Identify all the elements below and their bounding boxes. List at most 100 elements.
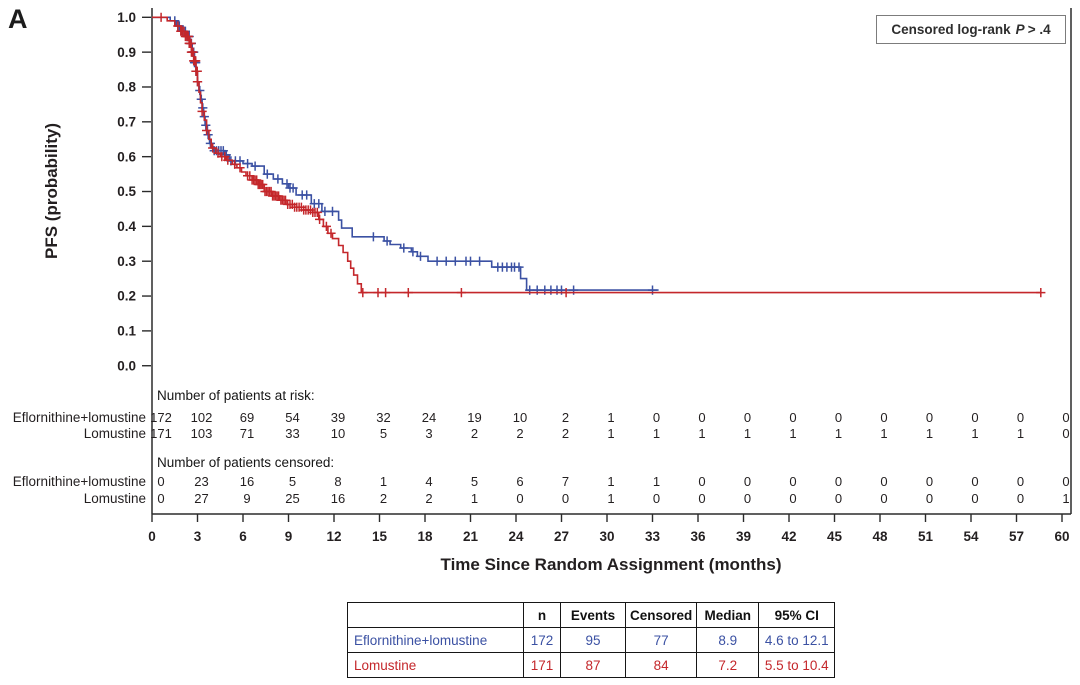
svg-text:1: 1 — [607, 426, 614, 441]
svg-text:172: 172 — [150, 410, 172, 425]
summary-cell: 5.5 to 10.4 — [758, 652, 836, 678]
svg-text:0: 0 — [148, 529, 156, 544]
svg-text:0.3: 0.3 — [117, 254, 136, 269]
svg-text:0: 0 — [789, 410, 796, 425]
svg-text:0.6: 0.6 — [117, 149, 136, 164]
svg-text:12: 12 — [326, 529, 341, 544]
censor-marks-lomustine — [156, 12, 1046, 298]
summary-row: Eflornithine+lomustine 172 95 77 8.9 4.6 to 1… — [347, 627, 836, 653]
svg-text:0: 0 — [653, 491, 660, 506]
svg-text:54: 54 — [963, 529, 979, 544]
svg-text:0: 0 — [926, 410, 933, 425]
svg-text:1: 1 — [926, 426, 933, 441]
svg-text:0.8: 0.8 — [117, 80, 136, 95]
x-axis-title: Time Since Random Assignment (months) — [441, 555, 782, 574]
row-label-censored-table-1: Lomustine — [84, 491, 146, 506]
svg-text:71: 71 — [240, 426, 254, 441]
svg-text:1: 1 — [1017, 426, 1024, 441]
row-label-at-risk-table-0: Eflornithine+lomustine — [13, 410, 146, 425]
svg-text:36: 36 — [690, 529, 706, 544]
logrank-annotation-p: P — [1015, 22, 1025, 37]
svg-text:3: 3 — [425, 426, 432, 441]
svg-text:0: 0 — [516, 491, 523, 506]
svg-text:0: 0 — [880, 410, 887, 425]
svg-text:4: 4 — [425, 474, 432, 489]
svg-text:Number of patients censored:: Number of patients censored: — [157, 455, 334, 470]
svg-text:25: 25 — [285, 491, 299, 506]
kaplan-meier-plot: 1.00.90.80.70.60.50.40.30.20.10.00 3 6 9 12 1… — [13, 8, 1072, 574]
summary-header-cell: Censored — [624, 602, 698, 628]
svg-text:3: 3 — [194, 529, 202, 544]
svg-text:0.5: 0.5 — [117, 184, 136, 199]
at-risk-table: Number of patients at risk: Eflornithine+… — [13, 388, 1070, 441]
row-label-censored-table-0: Eflornithine+lomustine — [13, 474, 146, 489]
svg-text:0: 0 — [971, 410, 978, 425]
svg-text:15: 15 — [372, 529, 388, 544]
svg-text:39: 39 — [331, 410, 345, 425]
summary-row-label: Lomustine — [347, 652, 524, 678]
svg-text:48: 48 — [872, 529, 888, 544]
summary-cell: 87 — [560, 652, 626, 678]
svg-text:0: 0 — [698, 410, 705, 425]
svg-text:54: 54 — [285, 410, 299, 425]
svg-text:0.9: 0.9 — [117, 45, 136, 60]
summary-cell: 95 — [560, 627, 626, 653]
svg-text:0.7: 0.7 — [117, 115, 136, 130]
svg-text:0.1: 0.1 — [117, 324, 136, 339]
svg-text:1: 1 — [607, 410, 614, 425]
svg-text:10: 10 — [513, 410, 527, 425]
svg-text:8: 8 — [334, 474, 341, 489]
svg-text:103: 103 — [191, 426, 213, 441]
svg-text:10: 10 — [331, 426, 345, 441]
svg-text:0: 0 — [835, 474, 842, 489]
svg-text:39: 39 — [736, 529, 751, 544]
svg-text:7: 7 — [562, 474, 569, 489]
svg-text:23: 23 — [194, 474, 208, 489]
summary-cell: 4.6 to 12.1 — [758, 627, 836, 653]
svg-text:2: 2 — [380, 491, 387, 506]
svg-text:1: 1 — [380, 474, 387, 489]
svg-text:1: 1 — [607, 491, 614, 506]
svg-text:1: 1 — [789, 426, 796, 441]
svg-text:0: 0 — [971, 491, 978, 506]
svg-text:24: 24 — [508, 529, 524, 544]
svg-text:5: 5 — [380, 426, 387, 441]
svg-text:30: 30 — [599, 529, 614, 544]
svg-text:1: 1 — [971, 426, 978, 441]
summary-cell: 7.2 — [696, 652, 760, 678]
summary-table: n Events Censored Median 95% CI Eflornithine+… — [347, 602, 836, 678]
svg-text:0: 0 — [562, 491, 569, 506]
pfs-curve-lomustine — [152, 16, 1041, 294]
svg-text:0: 0 — [789, 491, 796, 506]
svg-text:0: 0 — [1017, 410, 1024, 425]
svg-text:0: 0 — [744, 474, 751, 489]
svg-text:60: 60 — [1054, 529, 1069, 544]
svg-text:0: 0 — [157, 474, 164, 489]
censor-marks-eflornithine-lomustine — [170, 16, 658, 295]
y-axis-ticks: 1.0 0.9 0.8 0.7 0.6 0.5 0.4 0.3 0.2 0.1 0.0 — [117, 10, 151, 373]
svg-text:102: 102 — [191, 410, 213, 425]
svg-text:0: 0 — [880, 491, 887, 506]
svg-text:1.0: 1.0 — [117, 10, 136, 25]
svg-text:0: 0 — [789, 474, 796, 489]
x-axis-ticks: 0 3 6 9 12 15 18 21 24 27 30 33 36 39 42 45 48 51 54 57 60 — [148, 514, 1070, 544]
summary-row: Lomustine 171 87 84 7.2 5.5 to 10.4 — [347, 652, 836, 678]
svg-text:1: 1 — [653, 426, 660, 441]
svg-text:9: 9 — [285, 529, 293, 544]
logrank-annotation-prefix: Censored log-rank — [891, 22, 1011, 37]
svg-text:0: 0 — [698, 491, 705, 506]
svg-text:51: 51 — [918, 529, 934, 544]
pfs-curve-eflornithine-lomustine — [152, 16, 659, 291]
svg-text:27: 27 — [554, 529, 569, 544]
summary-header-cell: 95% CI — [758, 602, 836, 628]
svg-text:0: 0 — [1017, 491, 1024, 506]
svg-text:2: 2 — [425, 491, 432, 506]
svg-text:18: 18 — [417, 529, 433, 544]
summary-header-cell: Events — [560, 602, 626, 628]
svg-text:0: 0 — [1062, 474, 1069, 489]
summary-header-cell: Median — [696, 602, 760, 628]
summary-row-label: Eflornithine+lomustine — [347, 627, 524, 653]
svg-text:171: 171 — [150, 426, 172, 441]
svg-text:5: 5 — [289, 474, 296, 489]
